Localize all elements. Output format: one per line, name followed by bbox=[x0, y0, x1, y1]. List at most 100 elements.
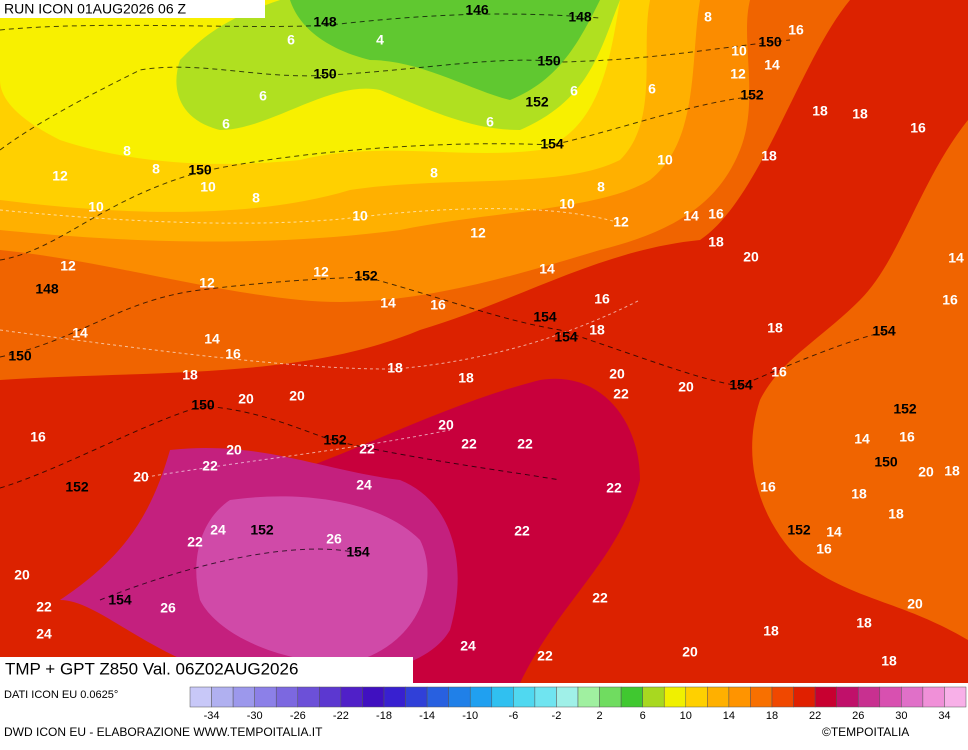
temperature-label: 24 bbox=[356, 477, 372, 493]
colorbar-tick-label: 14 bbox=[723, 710, 735, 722]
colorbar-swatch bbox=[405, 686, 428, 708]
colorbar-swatch bbox=[513, 686, 536, 708]
colorbar-swatch bbox=[297, 686, 320, 708]
map-background bbox=[0, 0, 968, 683]
map-title: TMP + GPT Z850 Val. 06Z02AUG2026 bbox=[5, 659, 298, 678]
temperature-label: 12 bbox=[52, 168, 68, 184]
temperature-label: 18 bbox=[182, 367, 198, 383]
temperature-label: 22 bbox=[187, 534, 203, 550]
source-note: DATI ICON EU 0.0625° bbox=[4, 689, 118, 701]
height-label: 154 bbox=[872, 323, 896, 339]
temperature-label: 12 bbox=[199, 275, 215, 291]
colorbar-swatch bbox=[599, 686, 622, 708]
colorbar-tick-label: 26 bbox=[852, 710, 864, 722]
temperature-label: 20 bbox=[14, 567, 30, 583]
colorbar-swatch bbox=[534, 686, 557, 708]
temperature-label: 20 bbox=[133, 469, 149, 485]
height-label: 152 bbox=[323, 432, 347, 448]
temperature-label: 14 bbox=[72, 325, 88, 341]
temperature-label: 10 bbox=[200, 179, 216, 195]
temperature-label: 6 bbox=[570, 83, 578, 99]
temperature-label: 14 bbox=[948, 250, 964, 266]
temperature-label: 12 bbox=[470, 225, 486, 241]
colorbar-tick-label: -30 bbox=[247, 710, 263, 722]
temperature-label: 20 bbox=[238, 391, 254, 407]
temperature-label: 22 bbox=[606, 480, 622, 496]
colorbar-swatch bbox=[469, 686, 493, 708]
credit: DWD ICON EU - ELABORAZIONE WWW.TEMPOITAL… bbox=[4, 725, 323, 739]
colorbar-tick-label: -14 bbox=[419, 710, 435, 722]
temperature-label: 22 bbox=[36, 599, 52, 615]
height-label: 152 bbox=[787, 522, 811, 538]
temperature-label: 8 bbox=[123, 143, 131, 159]
colorbar-tick-label: -22 bbox=[333, 710, 349, 722]
temperature-label: 18 bbox=[856, 615, 872, 631]
colorbar-swatch bbox=[642, 686, 665, 708]
height-label: 152 bbox=[740, 87, 764, 103]
colorbar-tick-label: -10 bbox=[462, 710, 478, 722]
temperature-label: 18 bbox=[761, 148, 777, 164]
temperature-label: 18 bbox=[458, 370, 474, 386]
temperature-label: 4 bbox=[376, 32, 384, 48]
temperature-label: 20 bbox=[918, 464, 934, 480]
temperature-label: 22 bbox=[202, 458, 218, 474]
temperature-label: 22 bbox=[613, 386, 629, 402]
colorbar: -34 -30 -26 -22 -18 -14 -10 -6 -2 2 6 10 14 18 22 26 30 3… bbox=[189, 686, 967, 722]
height-label: 152 bbox=[65, 479, 89, 495]
colorbar-tick-label: -6 bbox=[508, 710, 518, 722]
temperature-label: 16 bbox=[30, 429, 46, 445]
temperature-label: 14 bbox=[764, 57, 780, 73]
height-label: 154 bbox=[729, 377, 753, 393]
temperature-label: 22 bbox=[514, 523, 530, 539]
temperature-label: 12 bbox=[613, 214, 629, 230]
temperature-label: 22 bbox=[517, 436, 533, 452]
colorbar-swatch bbox=[491, 686, 514, 708]
temperature-label: 24 bbox=[210, 522, 226, 538]
temperature-label: 18 bbox=[881, 653, 897, 669]
height-label: 150 bbox=[188, 162, 212, 178]
temperature-label: 22 bbox=[359, 441, 375, 457]
temperature-label: 8 bbox=[597, 179, 605, 195]
colorbar-tick-label: -2 bbox=[552, 710, 562, 722]
height-label: 148 bbox=[313, 14, 337, 30]
colorbar-swatch bbox=[879, 686, 902, 708]
temperature-label: 16 bbox=[910, 120, 926, 136]
temperature-label: 18 bbox=[852, 106, 868, 122]
colorbar-swatch bbox=[319, 686, 342, 708]
height-label: 152 bbox=[525, 94, 549, 110]
temperature-label: 6 bbox=[259, 88, 267, 104]
temperature-label: 16 bbox=[760, 479, 776, 495]
colorbar-swatch bbox=[275, 686, 299, 708]
temperature-label: 6 bbox=[287, 32, 295, 48]
colorbar-swatch bbox=[707, 686, 730, 708]
colorbar-swatch bbox=[901, 686, 924, 708]
height-label: 152 bbox=[250, 522, 274, 538]
temperature-label: 18 bbox=[708, 234, 724, 250]
height-label: 150 bbox=[191, 397, 215, 413]
height-label: 152 bbox=[354, 268, 378, 284]
temperature-label: 16 bbox=[816, 541, 832, 557]
temperature-label: 10 bbox=[731, 43, 747, 59]
temperature-label: 6 bbox=[486, 114, 494, 130]
colorbar-swatch bbox=[362, 686, 385, 708]
temperature-label: 16 bbox=[225, 346, 241, 362]
colorbar-swatch bbox=[793, 686, 816, 708]
height-label: 148 bbox=[568, 9, 592, 25]
temperature-label: 20 bbox=[678, 379, 694, 395]
temperature-label: 6 bbox=[648, 81, 656, 97]
temperature-label: 18 bbox=[851, 486, 867, 502]
temperature-label: 18 bbox=[763, 623, 779, 639]
temperature-label: 16 bbox=[594, 291, 610, 307]
colorbar-tick-label: -34 bbox=[204, 710, 220, 722]
colorbar-swatch bbox=[771, 686, 794, 708]
temperature-label: 8 bbox=[430, 165, 438, 181]
temperature-label: 6 bbox=[222, 116, 230, 132]
temperature-label: 18 bbox=[767, 320, 783, 336]
colorbar-swatch bbox=[814, 686, 837, 708]
colorbar-tick-label: -18 bbox=[376, 710, 392, 722]
temperature-label: 20 bbox=[609, 366, 625, 382]
temperature-label: 12 bbox=[60, 258, 76, 274]
temperature-label: 20 bbox=[682, 644, 698, 660]
temperature-label: 18 bbox=[944, 463, 960, 479]
temperature-label: 12 bbox=[313, 264, 329, 280]
